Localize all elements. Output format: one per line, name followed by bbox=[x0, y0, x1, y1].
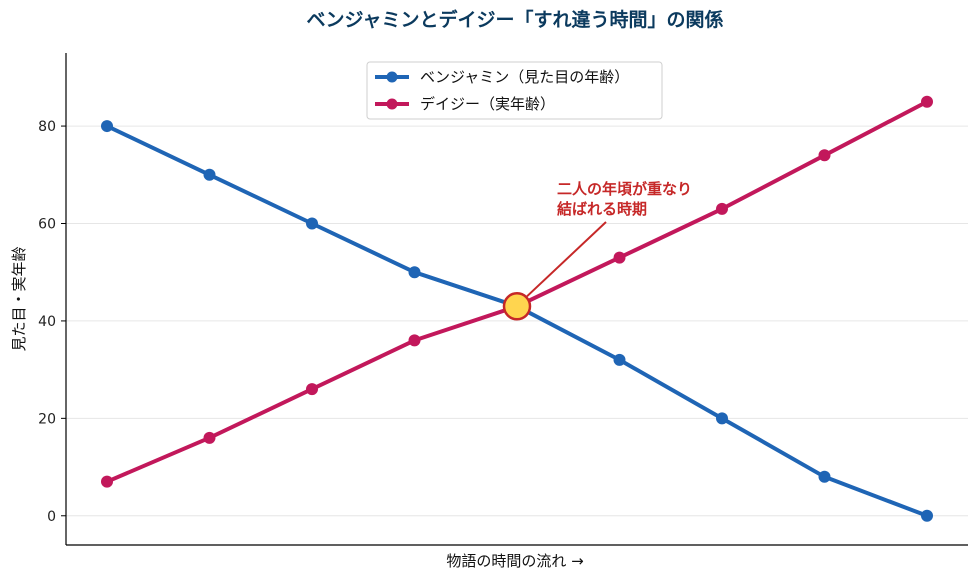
data-point bbox=[203, 431, 216, 444]
y-ticks: 0 20 40 60 80 bbox=[38, 119, 66, 525]
data-point bbox=[408, 266, 421, 279]
y-tick-label: 80 bbox=[38, 119, 56, 135]
data-point bbox=[613, 251, 626, 264]
y-tick-label: 40 bbox=[38, 314, 56, 330]
y-axis-label: 見た目・実年齢 bbox=[10, 246, 28, 351]
data-point bbox=[306, 217, 318, 230]
grid bbox=[66, 125, 968, 517]
annotation-text-line: 結ばれる時期 bbox=[557, 200, 647, 218]
annotation-text-line: 二人の年頃が重なり bbox=[557, 180, 692, 198]
legend-box bbox=[366, 61, 663, 120]
intersection-marker bbox=[502, 292, 532, 321]
data-point bbox=[818, 149, 831, 162]
legend-swatch-marker-1 bbox=[386, 71, 398, 83]
x-axis-label: 物語の時間の流れ → bbox=[446, 552, 583, 570]
data-point bbox=[818, 470, 831, 483]
data-point bbox=[716, 202, 728, 215]
data-point bbox=[716, 412, 728, 425]
y-tick-label: 20 bbox=[38, 411, 56, 427]
data-point bbox=[408, 334, 421, 347]
data-point bbox=[921, 95, 933, 108]
data-point bbox=[306, 383, 318, 396]
series-line-2 bbox=[105, 99, 929, 484]
data-point bbox=[203, 168, 216, 181]
y-tick-label: 0 bbox=[47, 509, 56, 525]
data-point bbox=[921, 509, 933, 522]
legend-label-2: デイジー（実年齢） bbox=[420, 95, 555, 113]
legend-label-1: ベンジャミン（見た目の年齢） bbox=[420, 68, 629, 86]
annotation-arrow bbox=[526, 221, 607, 298]
legend: ベンジャミン（見た目の年齢） デイジー（実年齢） bbox=[366, 61, 663, 120]
data-point bbox=[101, 120, 113, 133]
y-tick-label: 60 bbox=[38, 216, 56, 232]
chart-title: ベンジャミンとデイジー「すれ違う時間」の関係 bbox=[306, 8, 723, 31]
data-point bbox=[613, 353, 626, 366]
axes bbox=[65, 53, 968, 546]
data-point bbox=[101, 475, 113, 488]
legend-swatch-marker-2 bbox=[386, 98, 398, 110]
